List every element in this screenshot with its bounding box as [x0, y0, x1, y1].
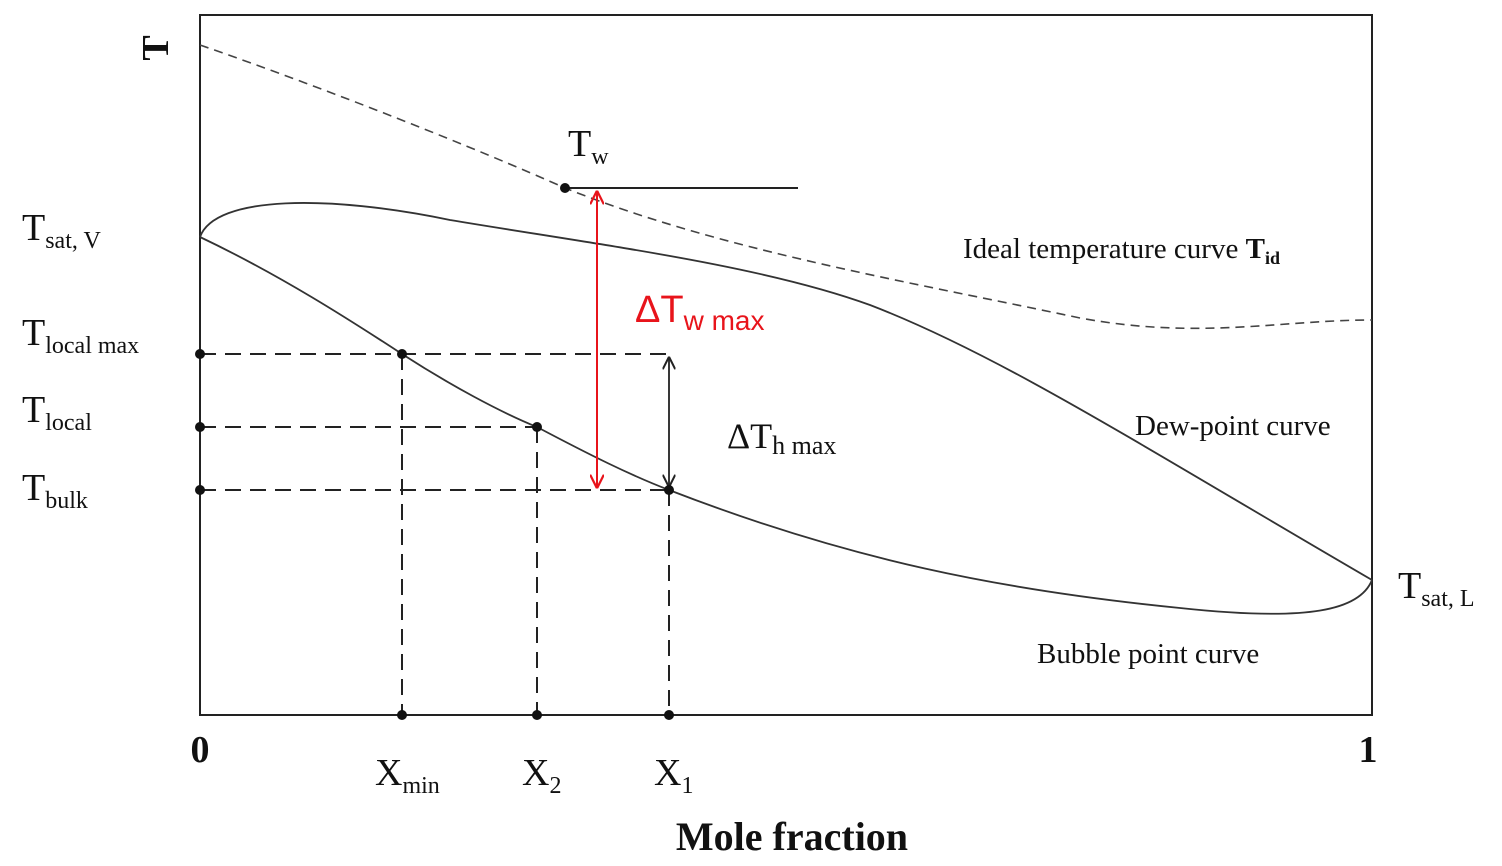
x-tick-1: 1	[1359, 729, 1378, 771]
point-x-min-axis	[397, 710, 407, 720]
y-axis-label: T	[135, 35, 177, 60]
bubble-point-curve	[199, 236, 1373, 615]
marker-points	[195, 183, 674, 720]
bubble-point-curve-label: Bubble point curve	[1037, 638, 1259, 670]
x-tick-0: 0	[191, 729, 210, 771]
t-local-max-label: Tlocal max	[22, 312, 139, 359]
point-t-local-axis	[195, 422, 205, 432]
t-local-label: Tlocal	[22, 389, 92, 436]
dew-point-curve	[199, 202, 1373, 581]
x-axis-label: Mole fraction	[676, 814, 908, 859]
delta-tw-max-label: ΔTw max	[635, 289, 765, 336]
point-x-2-axis	[532, 710, 542, 720]
t-sat-v-label: Tsat, V	[22, 207, 101, 254]
point-t-w	[560, 183, 570, 193]
ideal-curve-label: Ideal temperature curve Tid	[963, 233, 1280, 268]
point-t-bulk-axis	[195, 485, 205, 495]
point-t-local-max-axis	[195, 349, 205, 359]
ideal-temperature-curve	[199, 44, 1373, 330]
x-min-label: Xmin	[375, 752, 440, 799]
point-x-1-curve	[664, 485, 674, 495]
t-sat-l-label: Tsat, L	[1398, 565, 1475, 612]
dew-point-curve-label: Dew-point curve	[1135, 410, 1331, 442]
x-2-label: X2	[522, 752, 561, 799]
t-w-label: Tw	[568, 123, 609, 170]
plot-frame	[199, 14, 1373, 716]
delta-th-max-label: ΔTh max	[727, 416, 836, 460]
t-bulk-label: Tbulk	[22, 467, 88, 514]
x-1-label: X1	[654, 752, 693, 799]
point-x-2-curve	[532, 422, 542, 432]
point-x-1-axis	[664, 710, 674, 720]
point-x-min-curve	[397, 349, 407, 359]
